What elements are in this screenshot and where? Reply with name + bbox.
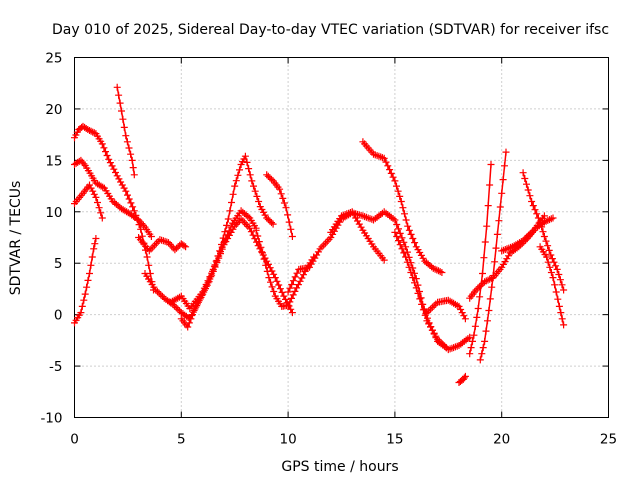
- x-tick-label: 10: [280, 432, 297, 448]
- series-track-n: [359, 138, 446, 276]
- series-markers: [476, 148, 510, 364]
- series-line: [468, 163, 492, 355]
- series-markers: [536, 243, 568, 329]
- series-markers: [71, 235, 100, 327]
- series-track-q: [455, 372, 469, 386]
- series-track-r: [466, 161, 495, 358]
- series-track-a: [71, 122, 157, 294]
- y-tick-label: 5: [54, 256, 63, 272]
- series-line: [73, 125, 155, 291]
- series-markers: [71, 181, 106, 222]
- series-track-v: [536, 243, 568, 329]
- y-tick-label: 15: [45, 153, 62, 169]
- y-axis-title: SDTVAR / TECUs: [8, 181, 24, 296]
- series-track-i: [177, 215, 296, 331]
- series-line: [287, 211, 447, 349]
- series-track-u: [519, 169, 568, 294]
- y-tick-label: 25: [45, 51, 62, 67]
- series-track-t: [466, 214, 557, 302]
- series-track-m: [327, 208, 388, 264]
- series-track-b: [71, 156, 155, 240]
- y-tick-label: -5: [49, 359, 62, 375]
- series-track-o: [391, 228, 474, 354]
- series-track-e: [113, 83, 138, 179]
- series-track-l: [284, 208, 450, 352]
- y-tick-label: -10: [40, 411, 62, 427]
- series-markers: [113, 83, 138, 179]
- data-series: [71, 83, 568, 386]
- series-markers: [177, 215, 296, 331]
- series-markers: [498, 212, 548, 255]
- series-markers: [519, 169, 568, 294]
- series-track-f: [135, 234, 190, 255]
- x-tick-label: 0: [70, 432, 79, 448]
- series-markers: [284, 208, 450, 352]
- series-markers: [359, 138, 446, 276]
- x-tick-label: 25: [600, 432, 617, 448]
- series-track-w: [498, 212, 548, 255]
- y-tick-label: 0: [54, 308, 63, 324]
- chart-title: Day 010 of 2025, Sidereal Day-to-day VTE…: [52, 22, 609, 38]
- series-track-k: [263, 171, 296, 240]
- y-tick-label: 20: [45, 102, 62, 118]
- y-tick-label: 10: [45, 205, 62, 221]
- series-markers: [252, 226, 318, 310]
- series-markers: [327, 208, 388, 264]
- series-track-p: [423, 296, 469, 323]
- series-markers: [466, 214, 557, 302]
- series-markers: [71, 156, 155, 240]
- series-line: [180, 218, 294, 328]
- series-track-d: [71, 235, 100, 327]
- series-markers: [71, 122, 157, 294]
- series-markers: [391, 228, 474, 354]
- series-markers: [135, 234, 190, 255]
- x-tick-label: 20: [493, 432, 510, 448]
- series-line: [169, 210, 257, 310]
- series-track-j: [252, 226, 318, 310]
- x-tick-label: 15: [386, 432, 403, 448]
- series-track-s: [476, 148, 510, 364]
- series-markers: [263, 171, 296, 240]
- x-axis-title: GPS time / hours: [281, 459, 398, 475]
- axis-ticks: 0 5 10 15 20 25 -10 -5 0 5 10 15 20 25: [40, 51, 617, 448]
- grid-lines: [74, 57, 609, 418]
- plot-frame: [74, 57, 609, 418]
- series-markers: [455, 372, 469, 386]
- series-markers: [466, 161, 495, 358]
- series-track-c: [71, 181, 106, 222]
- x-tick-label: 5: [177, 432, 186, 448]
- series-markers: [423, 296, 469, 323]
